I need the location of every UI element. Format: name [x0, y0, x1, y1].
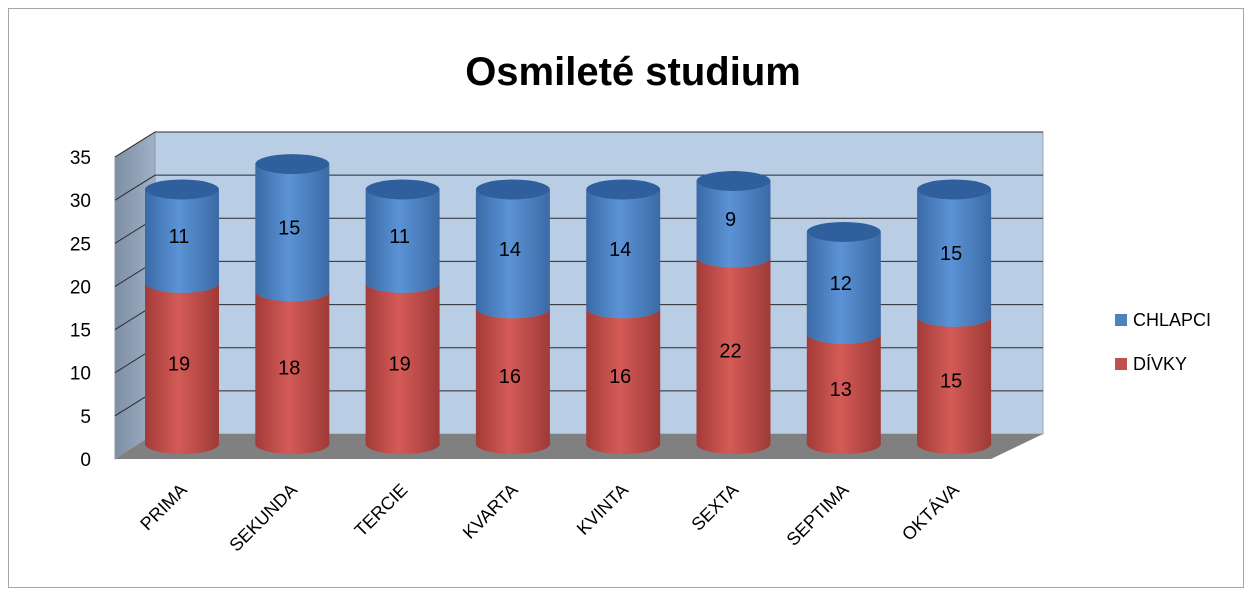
y-axis: 0 5 10 15 20 25 30 35	[70, 148, 91, 471]
bar-chlapci-kvinta-body	[586, 189, 661, 319]
bar-chlapci-sekunda	[255, 154, 330, 302]
x-tick-label: PRIMA	[136, 480, 190, 534]
bar-chlapci-prima-top	[145, 179, 219, 200]
bar-chlapci-prima	[145, 179, 219, 293]
x-tick-label: KVINTA	[573, 480, 632, 539]
bar-chlapci-oktáva-body	[917, 189, 992, 327]
bar-chlapci-kvarta	[475, 179, 550, 319]
bar-chlapci-kvinta-top	[586, 179, 661, 200]
data-label-divky: 16	[609, 366, 631, 388]
bar-chlapci-tercie	[365, 179, 440, 293]
floor	[115, 434, 1043, 459]
bar-chlapci-oktáva	[917, 179, 992, 327]
bar-chlapci-kvinta	[586, 179, 661, 319]
y-tick-label: 5	[80, 407, 91, 428]
data-label-chlapci: 12	[830, 273, 852, 295]
bar-chlapci-kvarta-body	[475, 189, 550, 319]
bar-chlapci-sexta	[696, 171, 771, 268]
bar-chlapci-septima	[806, 221, 881, 344]
legend-label: DÍVKY	[1133, 354, 1187, 374]
chart-title: Osmileté studium	[465, 50, 801, 94]
data-label-divky: 18	[278, 358, 300, 380]
bar-chlapci-sekunda-body	[255, 164, 330, 302]
bar-chlapci-sekunda-top	[255, 154, 330, 175]
y-tick-label: 30	[70, 191, 91, 212]
bar-divky-oktáva-body	[917, 316, 992, 454]
legend: CHLAPCI DÍVKY	[1115, 310, 1211, 374]
y-tick-label: 15	[70, 321, 91, 342]
plot-walls	[114, 131, 1044, 460]
legend-label: CHLAPCI	[1133, 310, 1211, 330]
bar-chlapci-tercie-body	[365, 189, 440, 293]
bar-divky-prima-body	[145, 282, 219, 454]
bar-divky-sekunda-body	[255, 291, 330, 454]
bar-divky-sexta-body	[696, 257, 771, 454]
bar-chlapci-tercie-top	[365, 179, 440, 200]
bar-chlapci-kvarta-top	[475, 179, 550, 200]
bar-chlapci-sexta-body	[696, 181, 771, 268]
data-label-chlapci: 15	[940, 243, 962, 265]
y-tick-label: 25	[70, 234, 91, 255]
y-tick-label: 20	[70, 277, 91, 298]
data-label-chlapci: 14	[609, 239, 631, 261]
x-tick-label: SEXTA	[687, 480, 742, 535]
bar-chlapci-oktáva-top	[917, 179, 992, 200]
legend-swatch	[1115, 358, 1127, 370]
y-tick-label: 35	[70, 148, 91, 169]
x-tick-label: SEPTIMA	[783, 480, 853, 550]
bar-divky-kvinta-body	[586, 308, 661, 454]
chart-svg: Osmileté studium 0 5 10 15 20 25 30 35 19 11 18 15…	[70, 50, 1211, 556]
bars: 19 11 18 15 19 11 16 14 16 14 22 9 13 12 15 15	[144, 154, 992, 455]
y-tick-label: 10	[70, 364, 91, 385]
bar-divky-tercie-body	[365, 282, 440, 454]
x-tick-label: OKTÁVA	[898, 480, 963, 545]
data-label-divky: 19	[168, 353, 190, 375]
data-label-divky: 13	[830, 379, 852, 401]
x-tick-label: SEKUNDA	[225, 480, 301, 556]
data-label-chlapci: 11	[389, 226, 410, 248]
gridline-side	[114, 174, 156, 201]
bar-chlapci-septima-top	[806, 221, 881, 242]
x-axis: PRIMA SEKUNDA TERCIE KVARTA KVINTA SEXTA SEPTI…	[136, 480, 963, 556]
data-label-divky: 15	[940, 370, 962, 392]
data-label-chlapci: 15	[278, 218, 300, 240]
bar-chlapci-septima-body	[806, 231, 881, 344]
gridline-side	[114, 131, 156, 158]
x-tick-label: KVARTA	[459, 480, 522, 543]
legend-swatch	[1115, 314, 1127, 326]
bar-divky-kvarta-body	[475, 308, 550, 455]
bar-chlapci-prima-body	[145, 189, 219, 293]
bar-chlapci-sexta-top	[696, 171, 771, 192]
bar-divky-septima-body	[806, 333, 881, 454]
data-label-chlapci: 14	[499, 239, 521, 261]
chart-frame: Osmileté studium 0 5 10 15 20 25 30 35 19 11 18 15…	[8, 8, 1244, 588]
data-label-chlapci: 9	[725, 209, 736, 231]
x-tick-label: TERCIE	[351, 480, 412, 541]
data-label-divky: 16	[499, 366, 521, 388]
data-label-chlapci: 11	[169, 226, 190, 248]
data-label-divky: 22	[719, 341, 741, 363]
y-tick-label: 0	[80, 450, 91, 471]
data-label-divky: 19	[388, 353, 410, 375]
